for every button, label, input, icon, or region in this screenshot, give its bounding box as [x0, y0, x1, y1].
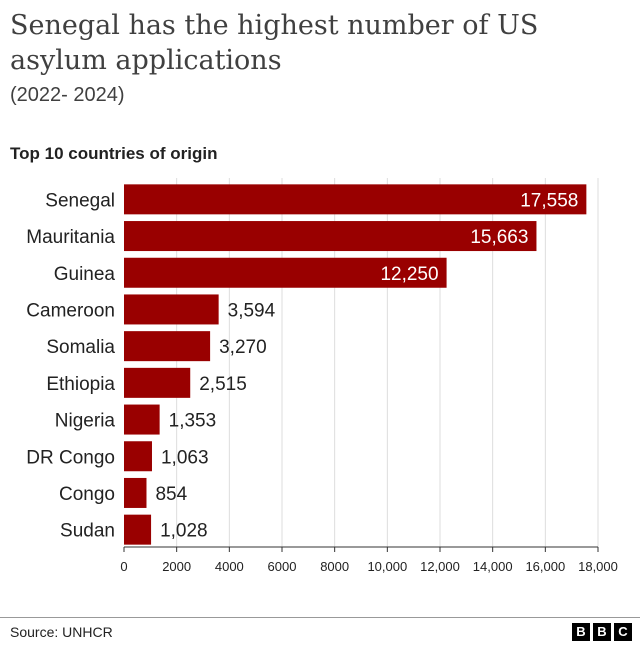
category-label: Guinea [54, 264, 116, 285]
category-label: Congo [59, 484, 115, 505]
bar [124, 331, 211, 362]
bars: Senegal 17,558 Mauritania 15,663 Guinea 12,25… [26, 184, 587, 545]
category-label: Cameroon [26, 300, 115, 321]
logo-letter-b2: B [593, 623, 611, 641]
category-label: Somalia [46, 337, 115, 358]
value-label: 2,515 [199, 374, 247, 395]
x-tick-label: 2000 [162, 559, 191, 574]
bar [124, 441, 152, 472]
logo-letter-c: C [614, 623, 632, 641]
bar [124, 184, 587, 215]
x-tick-label: 12,000 [420, 559, 460, 574]
category-label: Senegal [45, 190, 115, 211]
category-label: Ethiopia [46, 374, 115, 395]
x-tick-label: 6000 [268, 559, 297, 574]
x-tick-label: 18,000 [578, 559, 618, 574]
logo-letter-b1: B [572, 623, 590, 641]
chart-subtitle: (2022- 2024) [10, 84, 125, 106]
bar [124, 477, 147, 508]
value-label: 1,028 [160, 521, 208, 542]
value-label: 1,353 [169, 411, 217, 432]
x-tick-label: 10,000 [367, 559, 407, 574]
footer-divider [0, 617, 640, 618]
x-tick-label: 14,000 [473, 559, 513, 574]
value-label: 1,063 [161, 447, 209, 468]
value-label: 854 [155, 484, 187, 505]
x-tick-label: 0 [120, 559, 127, 574]
value-label: 3,270 [219, 337, 267, 358]
bar [124, 294, 219, 325]
bbc-logo: B B C [572, 623, 632, 641]
value-label: 12,250 [380, 264, 438, 285]
chart-title: Senegal has the highest number of US asy… [10, 10, 539, 76]
source-note: Source: UNHCR [10, 624, 113, 640]
chart-heading: Top 10 countries of origin [10, 144, 218, 163]
bar [124, 514, 152, 545]
category-label: Nigeria [55, 411, 116, 432]
bar [124, 367, 191, 398]
value-label: 3,594 [228, 300, 276, 321]
bar [124, 221, 537, 252]
x-axis: 0 2000 4000 6000 8000 10,000 12,000 14,000 16,00… [120, 546, 618, 574]
x-tick-label: 8000 [320, 559, 349, 574]
x-tick-label: 16,000 [525, 559, 565, 574]
category-label: DR Congo [26, 447, 115, 468]
bar [124, 404, 160, 435]
x-tick-label: 4000 [215, 559, 244, 574]
value-label: 17,558 [520, 190, 578, 211]
category-label: Mauritania [26, 227, 115, 248]
bar-chart: Senegal 17,558 Mauritania 15,663 Guinea 12,25… [26, 178, 618, 574]
bar [124, 257, 447, 288]
category-label: Sudan [60, 521, 115, 542]
value-label: 15,663 [470, 227, 528, 248]
